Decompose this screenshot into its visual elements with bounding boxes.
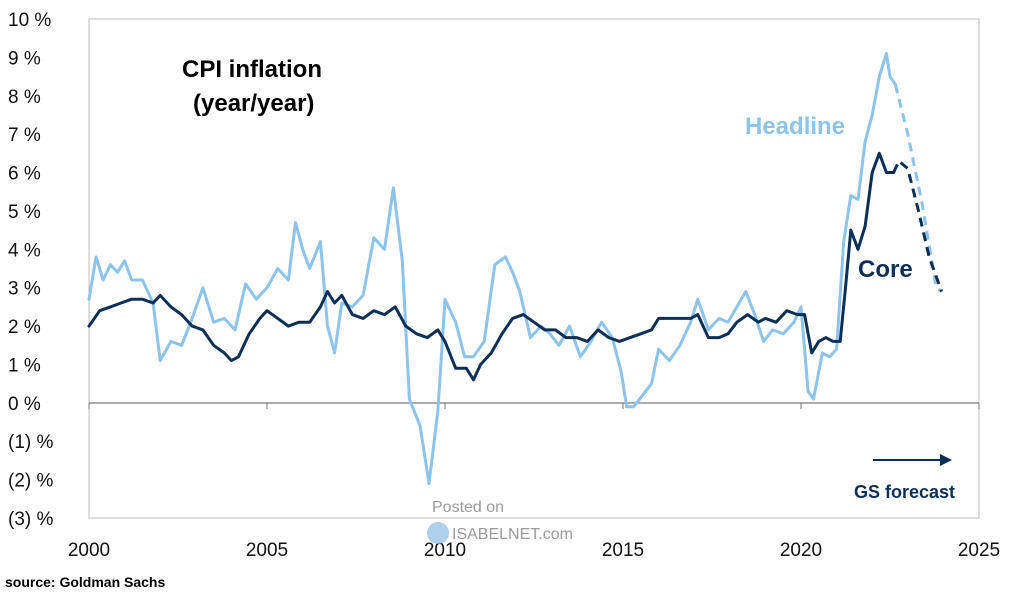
legend-headline-label: Headline (745, 113, 845, 140)
core-forecast-line (892, 158, 944, 293)
y-tick-label: 3 % (8, 279, 41, 300)
y-tick-label: 6 % (8, 164, 41, 185)
forecast-arrow-head-icon (940, 454, 952, 466)
source-note: source: Goldman Sachs (5, 574, 165, 590)
chart-subtitle: (year/year) (193, 90, 314, 117)
y-tick-label: 7 % (8, 125, 41, 146)
series-lines (87, 52, 944, 485)
x-tick-label: 2020 (780, 540, 822, 561)
x-tick-label: 2000 (68, 540, 110, 561)
x-tick-labels: 2000 2005 2010 2015 2020 2025 (68, 540, 1000, 561)
y-tick-label: (1) % (8, 432, 54, 453)
watermark-line2: ISABELNET.com (452, 526, 573, 543)
headline-forecast-line (893, 83, 943, 293)
y-tick-label: 0 % (8, 394, 41, 415)
x-tick-label: 2005 (246, 540, 288, 561)
watermark-logo-icon (427, 522, 449, 544)
x-tick-label: 2015 (602, 540, 644, 561)
x-tick-label: 2010 (424, 540, 466, 561)
watermark-line1: Posted on (432, 499, 504, 516)
x-tick-marks (88, 403, 980, 409)
x-tick-label: 2025 (958, 540, 1000, 561)
y-tick-label: 5 % (8, 202, 41, 223)
y-tick-label: 8 % (8, 87, 41, 108)
chart-title: CPI inflation (182, 56, 322, 83)
core-series-line (87, 151, 896, 382)
headline-series-line (87, 52, 897, 485)
y-tick-label: 1 % (8, 355, 41, 376)
y-tick-label: 9 % (8, 48, 41, 69)
y-tick-label: 4 % (8, 240, 41, 261)
y-tick-labels: 10 % 9 % 8 % 7 % 6 % 5 % 4 % 3 % 2 % 1 % 0 % (1) % (… (8, 10, 54, 530)
forecast-annotation: GS forecast (854, 482, 955, 502)
y-tick-label: (3) % (8, 509, 54, 530)
watermark: Posted on ISABELNET.com (427, 499, 573, 544)
y-tick-label: (2) % (8, 471, 54, 492)
y-tick-label: 10 % (8, 10, 51, 31)
legend-core-label: Core (858, 256, 913, 283)
y-tick-label: 2 % (8, 317, 41, 338)
